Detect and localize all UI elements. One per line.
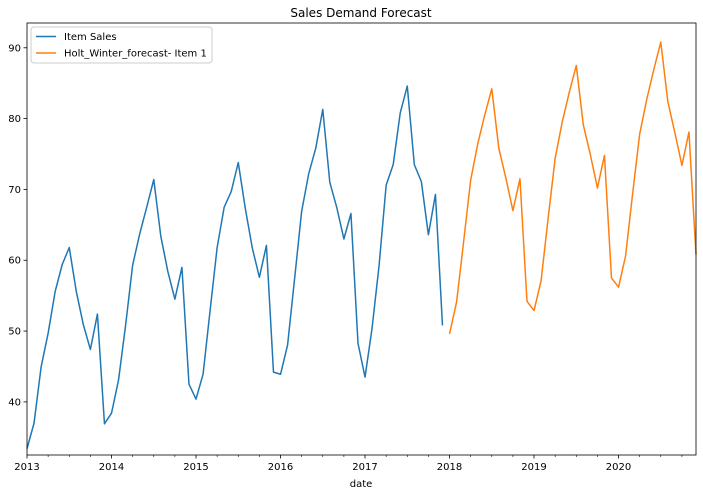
- y-tick-label: 40: [8, 397, 21, 408]
- x-axis-label: date: [350, 479, 373, 490]
- legend-label-item-sales: Item Sales: [64, 32, 117, 43]
- x-tick-label: 2016: [268, 462, 293, 473]
- y-tick-label: 60: [8, 256, 21, 267]
- chart-title: Sales Demand Forecast: [290, 6, 432, 20]
- legend-label-forecast: Holt_Winter_forecast- Item 1: [64, 49, 207, 60]
- legend-box: [30, 26, 213, 64]
- x-tick-label: 2013: [14, 462, 39, 473]
- series-layer: [26, 41, 697, 449]
- series-line-1: [26, 85, 444, 449]
- series-2: [448, 41, 697, 335]
- y-tick-label: 90: [8, 43, 21, 54]
- y-tick-label: 70: [8, 185, 21, 196]
- x-tick-label: 2018: [437, 462, 462, 473]
- x-tick-label: 2014: [99, 462, 124, 473]
- x-axis: 2013 2014 2015 2016 2017 2018 2019 2020: [14, 455, 683, 473]
- plot-frame: [26, 22, 697, 456]
- series-1: [26, 85, 444, 449]
- x-tick-label: 2019: [521, 462, 546, 473]
- y-axis: 40 50 60 70 80 90: [8, 43, 27, 408]
- x-tick-label: 2015: [183, 462, 208, 473]
- y-tick-label: 80: [8, 114, 21, 125]
- legend: Item Sales Holt_Winter_forecast- Item 1: [30, 26, 213, 64]
- x-tick-label: 2020: [606, 462, 631, 473]
- series-line-2: [448, 41, 697, 335]
- x-tick-label: 2017: [352, 462, 377, 473]
- y-tick-label: 50: [8, 327, 21, 338]
